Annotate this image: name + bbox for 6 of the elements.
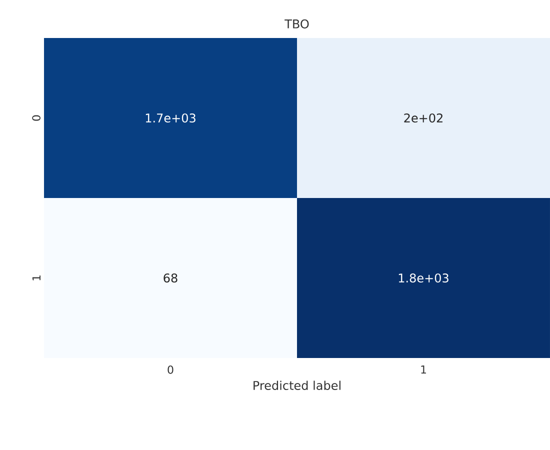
data-label: 68 — [164, 273, 178, 283]
data-label: 1.8e+03 — [398, 273, 448, 283]
chart-title: TBO — [284, 19, 309, 28]
data-label: 2e+02 — [404, 113, 442, 123]
data-label: 1.7e+03 — [146, 113, 196, 123]
x-axis-title: Predicted label — [254, 380, 340, 390]
